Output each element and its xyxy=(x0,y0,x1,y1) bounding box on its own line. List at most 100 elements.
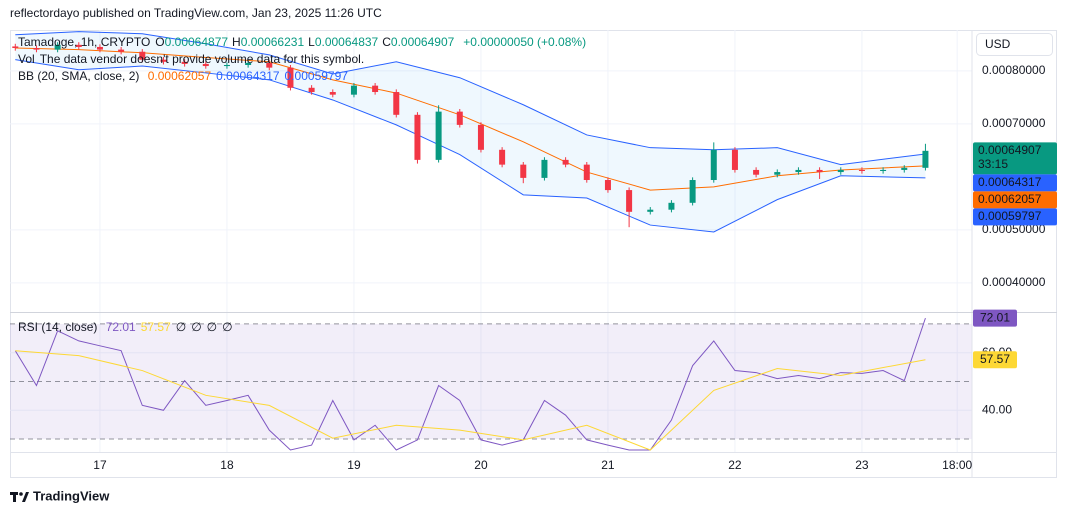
volume-legend: Vol The data vendor doesn't provide volum… xyxy=(18,51,369,67)
y-tick-label: 0.00040000 xyxy=(982,275,1046,289)
bb-label: BB (20, SMA, close, 2) xyxy=(18,69,140,83)
x-tick-label: 17 xyxy=(93,458,107,472)
candle-body xyxy=(12,46,19,49)
candle-body xyxy=(710,149,717,181)
logo-shape xyxy=(19,492,23,496)
bb-legend: BB (20, SMA, close, 2) 0.00062057 0.00064… xyxy=(18,68,353,84)
axes: 0.00040000 0.00050000 0.00070000 0.00080000… xyxy=(93,63,1057,472)
candle-body xyxy=(160,59,167,62)
candle-body xyxy=(287,67,294,88)
x-tick-label: 21 xyxy=(601,458,615,472)
bb-basis-value: 0.00062057 xyxy=(147,69,212,83)
na-value: ∅ xyxy=(191,320,202,334)
candle-body xyxy=(816,169,823,173)
candle-body xyxy=(202,63,209,67)
candle-body xyxy=(33,48,40,50)
candle-body xyxy=(181,61,188,64)
ohlc-item: L0.00064837 xyxy=(308,35,378,49)
price-label xyxy=(973,142,1057,175)
candle-body xyxy=(731,149,738,170)
candle-body xyxy=(774,172,781,175)
candle-body xyxy=(329,92,336,95)
na-value: ∅ xyxy=(222,320,233,334)
plot-area xyxy=(12,31,929,451)
price-label-text: 0.00062057 xyxy=(978,192,1042,206)
candle-body xyxy=(414,114,421,160)
y-tick-label: 0.00070000 xyxy=(982,116,1046,130)
currency-label[interactable]: USD xyxy=(985,37,1011,51)
rsi-line xyxy=(14,317,926,451)
price-label-text: 0.00064907 xyxy=(978,143,1042,157)
candle-body xyxy=(604,180,611,191)
candle-body xyxy=(308,87,315,93)
chart-frame xyxy=(10,30,1057,478)
candle-body xyxy=(372,85,379,93)
candle-body xyxy=(626,190,633,212)
candle-body xyxy=(75,44,82,47)
volume-note: The data vendor doesn't provide volume d… xyxy=(39,52,365,66)
candle-body xyxy=(689,180,696,203)
candle-body xyxy=(245,62,252,65)
rsi-value: 57.57 xyxy=(140,320,171,334)
candle-body xyxy=(880,169,887,171)
published-line: reflectordayo published on TradingView.c… xyxy=(10,6,382,20)
ohlc-key: C xyxy=(382,35,391,49)
candle-body xyxy=(753,169,760,175)
ohlc-item: O0.00064877 xyxy=(155,35,228,49)
ohlc-value: 0.00064877 xyxy=(164,35,229,49)
x-tick-label: 18 xyxy=(220,458,234,472)
ohlc-item: H0.00066231 xyxy=(232,35,304,49)
ohlc-item: C0.00064907 xyxy=(382,35,454,49)
ohlc-value: 0.00064837 xyxy=(314,35,379,49)
candle-body xyxy=(858,169,865,171)
rsi-label xyxy=(973,309,1017,327)
x-tick-label: 20 xyxy=(474,458,488,472)
candle-body xyxy=(118,49,125,52)
bb-lower-value: 0.00059797 xyxy=(284,69,348,83)
rsi-legend: RSI (14, close) 72.01 57.57 ∅ ∅ ∅ ∅ xyxy=(18,319,238,335)
countdown-text: 33:15 xyxy=(978,157,1008,171)
bb-lower-line xyxy=(15,59,926,233)
price-label xyxy=(973,191,1057,209)
price-label-text: 0.00059797 xyxy=(978,209,1042,223)
na-value: ∅ xyxy=(175,320,187,334)
brand-name: TradingView xyxy=(33,488,110,503)
rsi-line xyxy=(15,350,926,451)
ohlc-key: H xyxy=(232,35,241,49)
y-tick-label: 40.00 xyxy=(982,402,1012,416)
candle-body xyxy=(54,44,61,50)
candle-body xyxy=(139,51,146,60)
candle-body xyxy=(901,167,908,170)
candle-body xyxy=(223,64,230,67)
price-label xyxy=(973,174,1057,192)
bb-upper-line xyxy=(15,31,926,166)
currency-button[interactable] xyxy=(976,33,1053,56)
x-tick-label: 19 xyxy=(347,458,361,472)
price-legend: Tamadoge, 1h, CRYPTO O0.00064877 H0.000662… xyxy=(18,34,591,50)
y-tick-label: 0.00050000 xyxy=(982,222,1046,236)
symbol: Tamadoge, 1h, CRYPTO xyxy=(18,35,151,49)
candle-body xyxy=(520,164,527,178)
candle-body xyxy=(499,149,506,165)
price-label xyxy=(973,208,1057,226)
candle-body xyxy=(96,46,103,50)
brand-logo xyxy=(10,492,29,502)
bb-fill xyxy=(15,31,926,232)
candle-body xyxy=(562,159,569,165)
candle-body xyxy=(477,124,484,150)
volume-label: Vol xyxy=(18,52,35,66)
price-label-text: 0.00064317 xyxy=(978,175,1042,189)
x-tick-label: 22 xyxy=(728,458,742,472)
rsi-label-text: 72.01 xyxy=(980,310,1010,324)
candle-body xyxy=(350,85,357,95)
rsi-label-text: 57.57 xyxy=(980,352,1010,366)
candle-body xyxy=(922,150,929,168)
candle-body xyxy=(456,111,463,125)
logo-shape xyxy=(13,492,16,502)
candle-body xyxy=(435,111,442,160)
candle-body xyxy=(541,159,548,178)
ohlc-key: O xyxy=(155,35,165,49)
logo-shape xyxy=(22,492,29,502)
ohlc-values: O0.00064877 H0.00066231 L0.00064837 C0.0006… xyxy=(155,35,458,49)
